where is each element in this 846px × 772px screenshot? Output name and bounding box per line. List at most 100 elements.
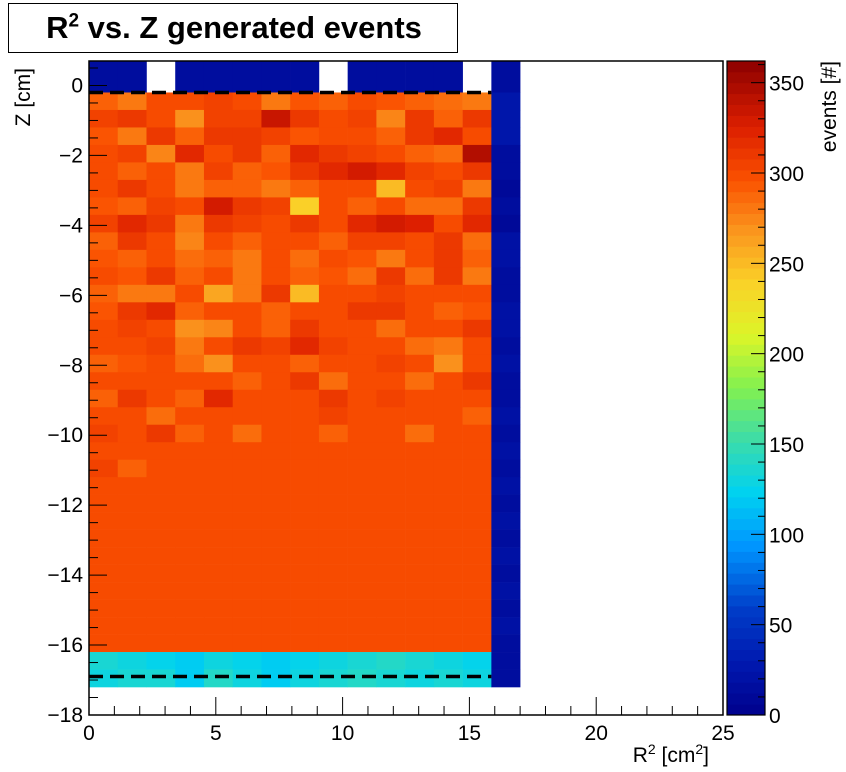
- heatmap-cell: [261, 337, 291, 356]
- heatmap-cell: [232, 389, 262, 408]
- heatmap-cell: [175, 249, 205, 268]
- heatmap-cell: [203, 302, 233, 321]
- heatmap-cell: [261, 459, 291, 478]
- heatmap-cell: [376, 564, 406, 583]
- heatmap-cell: [376, 652, 406, 670]
- heatmap-cell: [462, 529, 492, 548]
- heatmap-cell: [89, 424, 119, 443]
- heatmap-cell: [261, 162, 291, 181]
- z-tick-label: 100: [769, 524, 804, 547]
- heatmap-cell: [433, 319, 463, 338]
- heatmap-cell: [376, 109, 406, 128]
- heatmap-cell: [290, 109, 320, 128]
- heatmap-cell: [232, 337, 262, 356]
- heatmap-cell: [433, 249, 463, 268]
- heatmap-cell: [347, 232, 377, 251]
- heatmap-cell: [405, 162, 435, 181]
- palette-stripe: [727, 671, 765, 683]
- palette-stripe: [727, 93, 765, 105]
- heatmap-cell: [491, 424, 521, 443]
- heatmap-cell: [491, 92, 521, 111]
- heatmap-cell: [117, 249, 147, 268]
- palette-stripe: [727, 584, 765, 596]
- heatmap-cell: [117, 319, 147, 338]
- heatmap-cell: [318, 652, 348, 670]
- heatmap-cell: [146, 459, 176, 478]
- heatmap-cell: [89, 267, 119, 286]
- heatmap-cell: [146, 92, 176, 111]
- heatmap-cell: [89, 529, 119, 548]
- heatmap-cell: [405, 354, 435, 373]
- heatmap-cell: [232, 302, 262, 321]
- heatmap-cell: [462, 617, 492, 635]
- heatmap-cell: [376, 302, 406, 321]
- heatmap-cell: [376, 337, 406, 356]
- heatmap-cell: [290, 424, 320, 443]
- heatmap-cell: [405, 652, 435, 670]
- heatmap-cell: [232, 127, 262, 146]
- heatmap-cell: [462, 634, 492, 653]
- palette-stripe: [727, 289, 765, 302]
- heatmap-cell: [347, 92, 377, 111]
- heatmap-cell: [203, 179, 233, 198]
- heatmap-cell: [175, 407, 205, 426]
- heatmap-cell: [203, 197, 233, 216]
- heatmap-cell: [175, 564, 205, 583]
- heatmap-cell: [376, 284, 406, 303]
- heatmap-cell: [175, 354, 205, 373]
- heatmap-cell: [203, 582, 233, 600]
- heatmap-cell: [318, 617, 348, 635]
- heatmap-cell: [203, 337, 233, 356]
- heatmap-cell: [261, 617, 291, 635]
- heatmap-cell: [117, 547, 147, 565]
- heatmap-cell: [290, 267, 320, 286]
- palette-stripe: [727, 627, 765, 640]
- z-axis-label: events [#]: [818, 61, 841, 152]
- heatmap-cell: [146, 529, 176, 548]
- heatmap-cell: [203, 144, 233, 163]
- heatmap-cell: [175, 512, 205, 530]
- heatmap-cell: [347, 459, 377, 478]
- heatmap-cell: [146, 477, 176, 495]
- heatmap-cell: [232, 424, 262, 443]
- heatmap-cell: [318, 109, 348, 128]
- heatmap-cell: [232, 494, 262, 513]
- heatmap-cell: [89, 477, 119, 495]
- heatmap-cell: [146, 214, 176, 233]
- y-axis: 0 −2 −4 −6 −8 −10 −12 −14 −16 −18: [47, 67, 107, 727]
- palette-stripe: [727, 246, 765, 258]
- heatmap-cell: [433, 599, 463, 618]
- heatmap-cell: [347, 634, 377, 653]
- heatmap-cell: [146, 319, 176, 338]
- heatmap-cell: [261, 249, 291, 268]
- heatmap-cell: [433, 582, 463, 600]
- title-box: R2 vs. Z generated events: [8, 3, 458, 53]
- heatmap-cell: [462, 144, 492, 163]
- heatmap-cell: [175, 232, 205, 251]
- palette-stripe: [727, 224, 765, 236]
- heatmap-cell: [232, 232, 262, 251]
- heatmap-cell: [318, 302, 348, 321]
- heatmap-cell: [290, 127, 320, 146]
- heatmap-cell: [347, 442, 377, 460]
- heatmap-cell: [175, 459, 205, 478]
- heatmap-cell: [405, 459, 435, 478]
- x-tick-label: 25: [711, 722, 734, 745]
- heatmap-cell: [232, 197, 262, 216]
- heatmap-cell: [433, 92, 463, 111]
- heatmap-cell: [491, 337, 521, 356]
- heatmap-cell: [175, 197, 205, 216]
- heatmap-cell: [433, 267, 463, 286]
- heatmap-cell: [405, 61, 435, 93]
- heatmap-cell: [405, 669, 435, 688]
- heatmap-cell: [290, 407, 320, 426]
- heatmap-cell: [347, 179, 377, 198]
- heatmap-cell: [376, 249, 406, 268]
- heatmap-cell: [203, 319, 233, 338]
- palette-stripe: [727, 704, 765, 716]
- palette-stripe: [727, 497, 765, 509]
- heatmap-cell: [232, 284, 262, 303]
- heatmap-cell: [232, 442, 262, 460]
- heatmap-cell: [89, 582, 119, 600]
- heatmap-cell: [203, 424, 233, 443]
